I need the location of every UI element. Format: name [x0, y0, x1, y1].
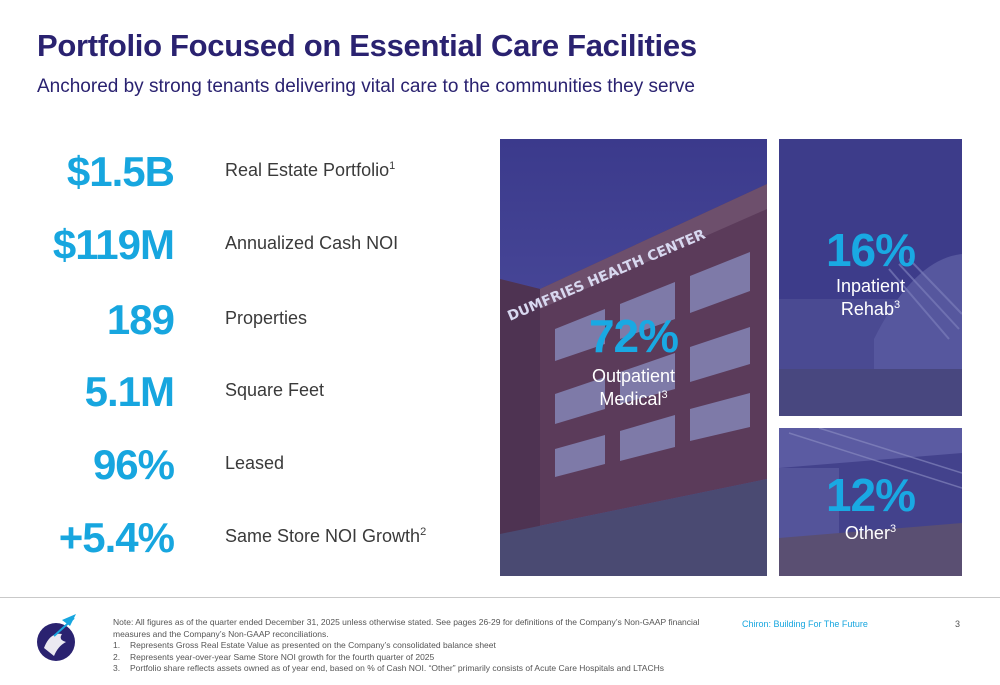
stat-value: $119M	[52, 221, 175, 268]
footnote-ref: 3	[889, 523, 897, 535]
stat-label-text: Same Store NOI Growth	[225, 526, 421, 546]
rehab-building-image	[779, 139, 962, 416]
footnote-item: 3. Portfolio share reflects assets owned …	[113, 663, 733, 675]
building-image: DUMFRIES HEALTH CENTER	[500, 139, 767, 576]
footnote-number: 3.	[113, 663, 121, 673]
stat-row: 5.1M Square Feet	[0, 368, 980, 428]
stat-label: Leased	[225, 453, 284, 474]
footnote-text: Represents Gross Real Estate Value as pr…	[130, 640, 496, 650]
footnote-ref: 1	[389, 160, 396, 172]
rehab-caption: Inpatient Rehab3	[779, 275, 962, 321]
caption-line: Rehab3	[779, 298, 962, 321]
stat-row: 96% Leased	[0, 441, 980, 501]
stat-value: 96%	[92, 441, 175, 488]
footnote-item: 2. Represents year-over-year Same Store N…	[113, 652, 733, 664]
footnote-item: 1. Represents Gross Real Estate Value as …	[113, 640, 733, 652]
caption-line: Other3	[779, 522, 962, 545]
stat-label-text: Real Estate Portfolio	[225, 160, 390, 180]
caption-line: Inpatient	[835, 276, 906, 296]
interior-image	[779, 428, 962, 576]
stat-label: Properties	[225, 308, 307, 329]
footnote-ref: 3	[893, 299, 901, 311]
footnote-number: 2.	[113, 651, 121, 662]
footer-tagline: Chiron: Building For The Future	[742, 619, 868, 629]
outpatient-photo-tile: DUMFRIES HEALTH CENTER 72% Outpatient Me…	[500, 139, 767, 576]
company-logo	[37, 614, 76, 661]
outpatient-percent: 72%	[588, 310, 679, 362]
stat-label: Same Store NOI Growth2	[225, 526, 426, 547]
stat-value: 189	[106, 296, 175, 343]
note-text: Note: All figures as of the quarter ende…	[113, 617, 700, 639]
stat-value: 5.1M	[84, 368, 175, 415]
page-number: 3	[955, 619, 961, 629]
stat-row: $119M Annualized Cash NOI	[0, 221, 980, 281]
footnotes: Note: All figures as of the quarter ende…	[113, 617, 733, 675]
stat-row: 189 Properties	[0, 296, 980, 356]
rehab-percent: 16%	[825, 224, 916, 276]
caption-text: Medical	[599, 389, 662, 409]
footnote-ref: 2	[420, 526, 427, 538]
other-caption: Other3	[779, 522, 962, 545]
stat-row: +5.4% Same Store NOI Growth2	[0, 514, 980, 574]
caption-text: Rehab	[840, 299, 894, 319]
stat-label: Real Estate Portfolio1	[225, 160, 395, 181]
stat-label-text: Properties	[225, 308, 308, 328]
stat-label-text: Annualized Cash NOI	[225, 233, 399, 253]
footnote-text: Represents year-over-year Same Store NOI…	[130, 651, 435, 662]
footer-divider	[0, 597, 1000, 598]
caption-line: Medical3	[500, 388, 767, 411]
stat-label: Square Feet	[225, 380, 324, 401]
caption-text: Other	[844, 523, 890, 543]
stat-label-text: Square Feet	[225, 380, 325, 400]
page-subtitle: Anchored by strong tenants delivering vi…	[37, 76, 695, 97]
footnote-ref: 3	[661, 389, 668, 401]
footnote-number: 1.	[113, 640, 121, 650]
other-percent: 12%	[825, 469, 916, 521]
stat-value: +5.4%	[58, 514, 175, 561]
outpatient-caption: Outpatient Medical3	[500, 365, 767, 411]
stat-row: $1.5B Real Estate Portfolio1	[0, 148, 980, 208]
footnote-text: Portfolio share reflects assets owned as…	[130, 663, 665, 673]
caption-line: Outpatient	[591, 366, 676, 386]
page-title: Portfolio Focused on Essential Care Faci…	[37, 28, 697, 63]
other-photo-tile: 12% Other3	[779, 428, 962, 576]
stat-label: Annualized Cash NOI	[225, 233, 398, 254]
rehab-photo-tile: 16% Inpatient Rehab3	[779, 139, 962, 416]
stat-value: $1.5B	[66, 148, 175, 195]
stat-label-text: Leased	[225, 453, 285, 473]
